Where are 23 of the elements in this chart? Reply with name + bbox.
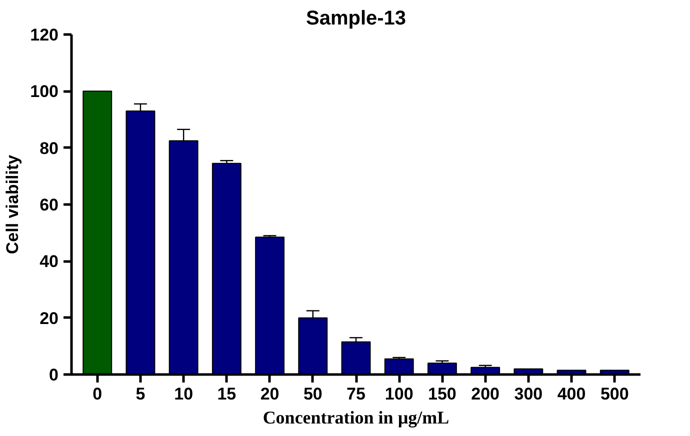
x-tick-label: 75 — [346, 384, 366, 404]
x-tick-label: 5 — [136, 384, 146, 404]
y-tick-label: 120 — [30, 26, 59, 44]
y-tick-label: 40 — [40, 252, 59, 272]
y-tick-label: 0 — [49, 366, 59, 384]
x-tick-label: 400 — [557, 384, 586, 404]
x-tick-label: 500 — [600, 384, 629, 404]
y-tick-label: 20 — [40, 308, 59, 328]
y-tick-label: 100 — [30, 82, 59, 102]
x-tick-label: 20 — [260, 384, 280, 404]
x-tick-label: 200 — [471, 384, 500, 404]
x-tick-label: 50 — [303, 384, 322, 404]
x-tick-label: 0 — [92, 384, 102, 404]
chart-title: Sample-13 — [306, 8, 406, 30]
x-tick-label: 150 — [428, 384, 456, 404]
y-axis-title: Cell viability — [3, 154, 22, 254]
y-tick-label: 80 — [40, 138, 59, 158]
y-tick-label: 60 — [40, 196, 59, 214]
x-tick-label: 15 — [217, 384, 236, 404]
x-tick-label: 300 — [514, 384, 543, 404]
x-tick-label: 100 — [384, 384, 414, 404]
x-axis-title: Concentration in µg/mL — [262, 408, 450, 428]
x-tick-label: 10 — [174, 384, 194, 404]
